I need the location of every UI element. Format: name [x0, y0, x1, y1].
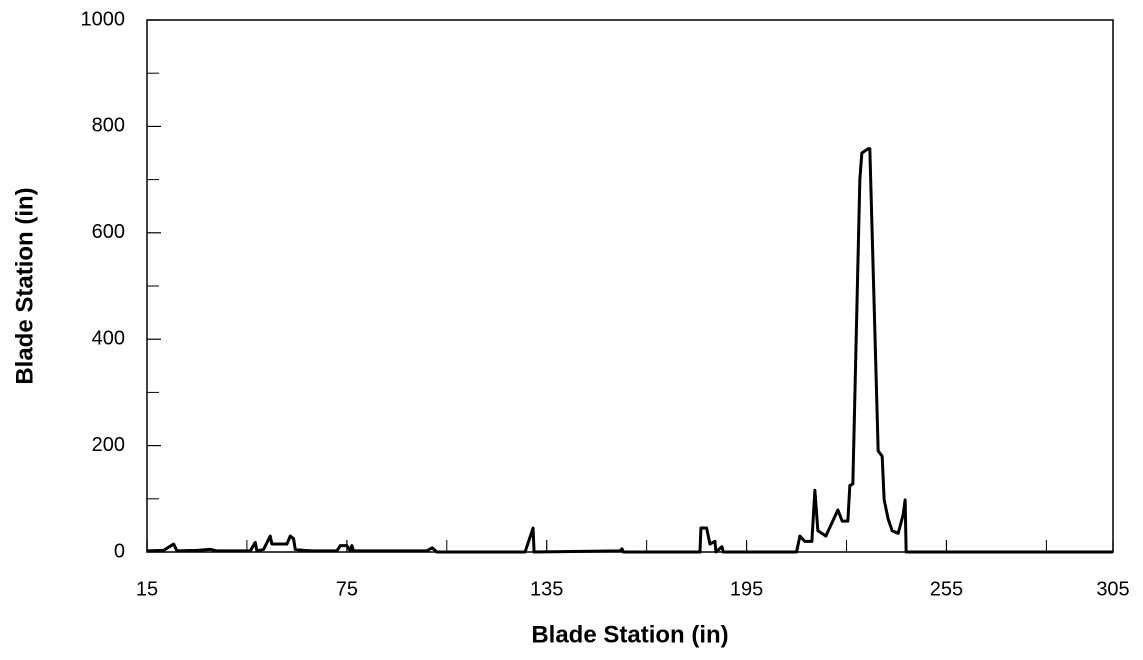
y-axis-label: Blade Station (in): [11, 187, 38, 384]
x-tick-label: 75: [336, 578, 358, 600]
y-tick-label: 0: [114, 540, 125, 562]
x-tick-label: 255: [930, 578, 963, 600]
data-line: [146, 147, 1113, 554]
x-tick-label: 195: [730, 578, 763, 600]
x-tick-label: 15: [136, 578, 158, 600]
x-tick-label: 305: [1096, 578, 1129, 600]
x-tick-label: 135: [530, 578, 563, 600]
y-tick-label: 1000: [81, 8, 126, 30]
plot-frame: [146, 19, 1114, 553]
y-tick-label: 800: [92, 115, 125, 137]
y-tick-label: 600: [92, 221, 125, 243]
x-axis-label: Blade Station (in): [531, 621, 728, 648]
y-tick-label: 200: [92, 434, 125, 456]
y-tick-label: 400: [92, 327, 125, 349]
